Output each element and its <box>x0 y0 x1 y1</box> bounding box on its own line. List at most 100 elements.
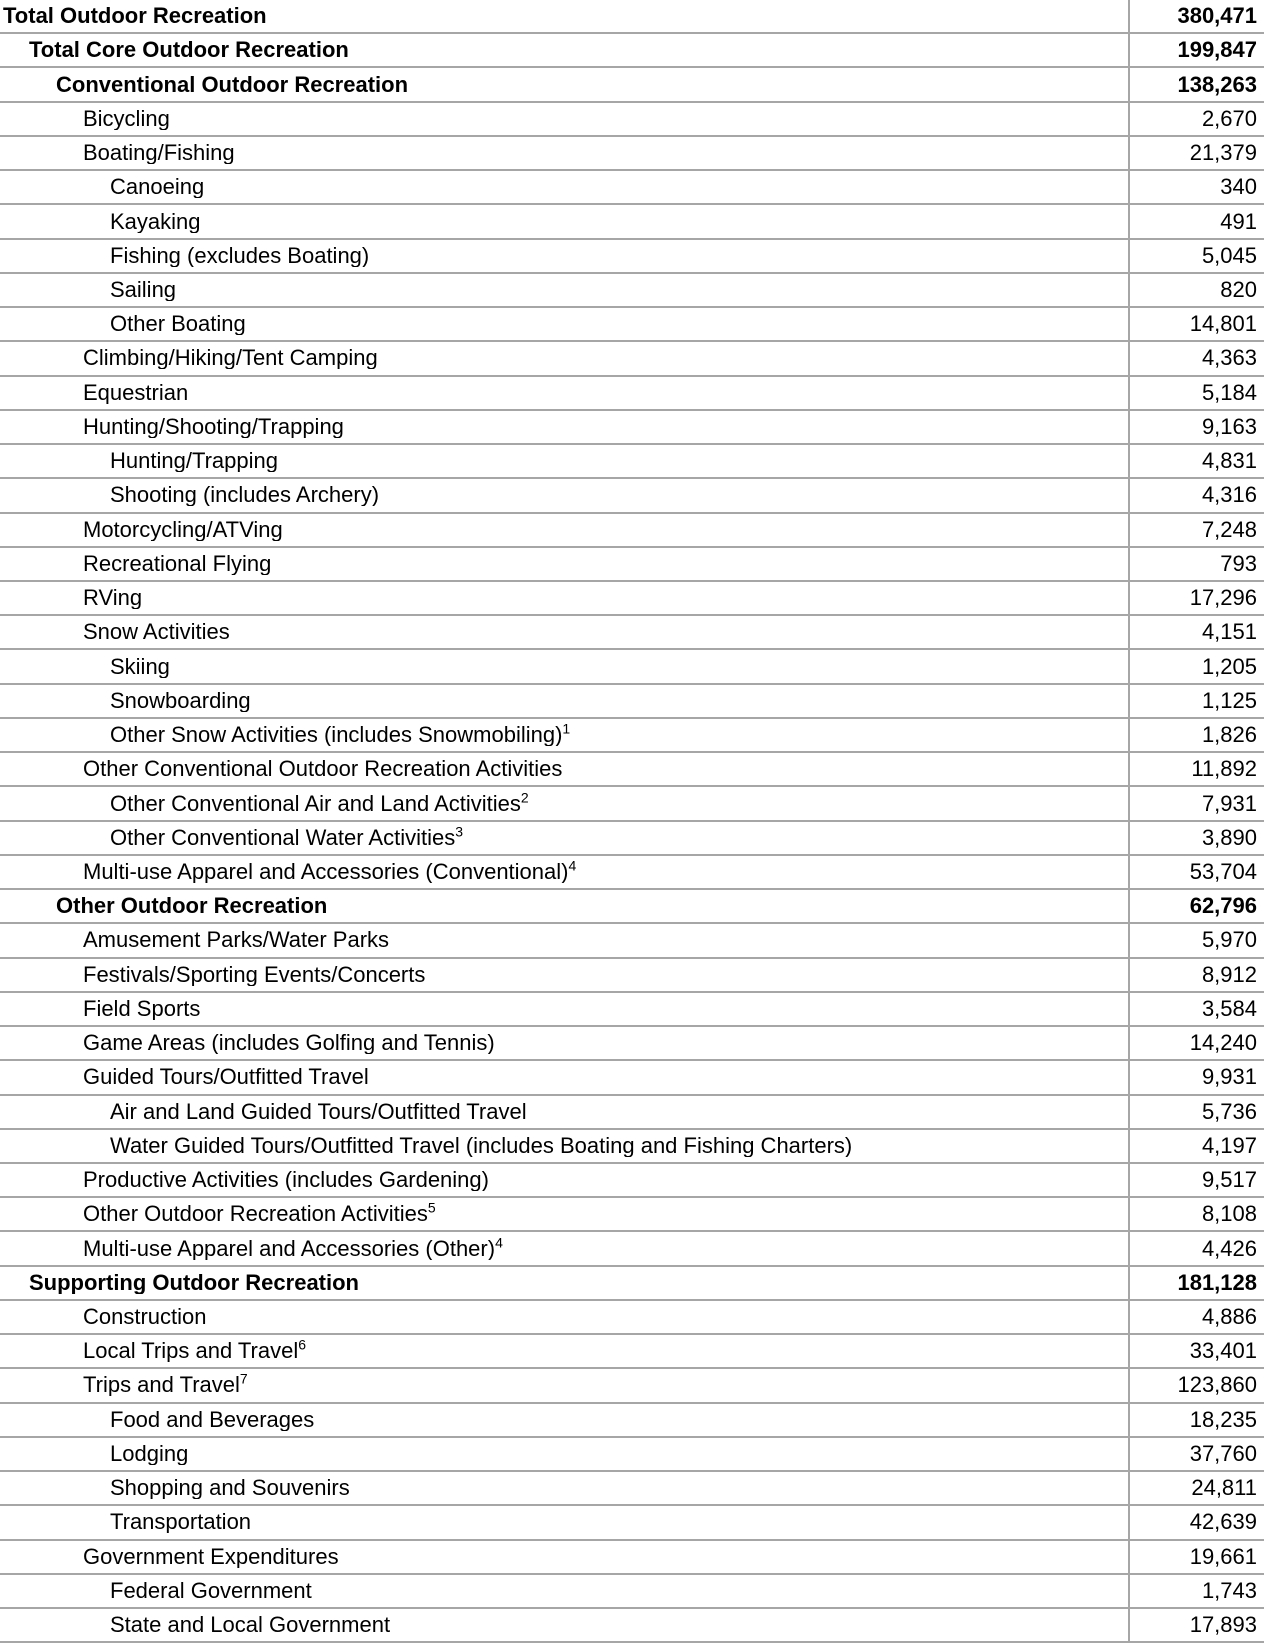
category-label: Government Expenditures <box>83 1545 339 1568</box>
category-value: 1,743 <box>1201 1577 1257 1603</box>
category-value: 3,584 <box>1201 995 1257 1021</box>
table-row: Bicycling 2,670 <box>0 103 1264 137</box>
category-label: Guided Tours/Outfitted Travel <box>83 1066 369 1089</box>
category-value: 4,197 <box>1201 1132 1257 1158</box>
table-row: Recreational Flying 793 <box>0 548 1264 582</box>
category-label: Other Outdoor Recreation Activities5 <box>0 1203 1128 1225</box>
footnote-marker: 6 <box>298 1340 307 1353</box>
category-value: 17,893 <box>1189 1612 1257 1638</box>
category-value: 138,263 <box>1177 71 1257 97</box>
category-label: Productive Activities (includes Gardenin… <box>83 1169 489 1192</box>
table-row: Other Boating 14,801 <box>0 308 1264 343</box>
category-value: 4,316 <box>1201 482 1257 508</box>
category-label: Food and Beverages <box>110 1408 315 1431</box>
category-value: 4,886 <box>1201 1304 1257 1330</box>
footnote-marker: 3 <box>455 826 464 840</box>
table-row: Guided Tours/Outfitted Travel 9,931 <box>0 1061 1264 1096</box>
table-row: Fishing (excludes Boating) 5,045 <box>0 240 1264 274</box>
category-value: 42,639 <box>1189 1509 1257 1535</box>
category-value: 62,796 <box>1189 893 1257 919</box>
category-label: Supporting Outdoor Recreation <box>29 1271 359 1294</box>
category-label: Other Conventional Air and Land Activiti… <box>0 793 1128 815</box>
category-value: 24,811 <box>1191 1475 1257 1501</box>
category-label: Bicycling <box>83 107 170 130</box>
category-label: Amusement Parks/Water Parks <box>83 929 390 952</box>
category-label: Motorcycling/ATVing <box>83 518 283 541</box>
category-label: Other Outdoor Recreation <box>56 895 328 918</box>
category-value: 3,890 <box>1201 824 1257 850</box>
category-value: 4,363 <box>1201 345 1257 371</box>
category-value: 491 <box>1220 208 1257 234</box>
category-label: Water Guided Tours/Outfitted Travel (inc… <box>110 1134 853 1157</box>
category-value: 7,931 <box>1201 790 1257 816</box>
category-value: 340 <box>1220 174 1257 200</box>
footnote-marker: 2 <box>520 792 529 806</box>
category-label: Sailing <box>110 278 177 301</box>
category-value: 18,235 <box>1189 1406 1257 1432</box>
table-row: Snow Activities 4,151 <box>0 616 1264 651</box>
table-row: Skiing 1,205 <box>0 650 1264 685</box>
category-value: 9,163 <box>1201 413 1257 439</box>
category-value: 1,125 <box>1201 687 1257 713</box>
category-value: 33,401 <box>1189 1338 1257 1364</box>
table-row: Multi-use Apparel and Accessories (Other… <box>0 1232 1264 1267</box>
table-row: State and Local Government 17,893 <box>0 1609 1264 1643</box>
table-row: Other Conventional Outdoor Recreation Ac… <box>0 753 1264 788</box>
category-value: 793 <box>1220 550 1257 576</box>
table-row: Sailing 820 <box>0 274 1264 309</box>
category-label: Conventional Outdoor Recreation <box>56 73 409 96</box>
category-label: Snowboarding <box>110 689 251 712</box>
table-row: Federal Government 1,743 <box>0 1575 1264 1610</box>
table-row: Construction 4,886 <box>0 1301 1264 1336</box>
category-label: Total Outdoor Recreation <box>3 5 267 28</box>
category-value: 5,736 <box>1201 1098 1257 1124</box>
category-value: 9,931 <box>1201 1064 1257 1090</box>
table-row: Kayaking 491 <box>0 205 1264 240</box>
category-value: 53,704 <box>1189 858 1257 884</box>
table-row: Productive Activities (includes Gardenin… <box>0 1164 1264 1199</box>
category-label: Other Conventional Outdoor Recreation Ac… <box>83 758 563 781</box>
category-label: Hunting/Shooting/Trapping <box>83 415 344 438</box>
table-row: Hunting/Shooting/Trapping 9,163 <box>0 411 1264 446</box>
category-label: Lodging <box>110 1442 189 1465</box>
category-label: Boating/Fishing <box>83 142 235 165</box>
table-row: Hunting/Trapping 4,831 <box>0 445 1264 480</box>
category-label: Fishing (excludes Boating) <box>110 244 370 267</box>
category-value: 9,517 <box>1201 1167 1257 1193</box>
category-label: Hunting/Trapping <box>110 450 278 473</box>
category-label: Kayaking <box>110 210 201 233</box>
table-row: RVing 17,296 <box>0 582 1264 617</box>
footnote-marker: 4 <box>495 1237 503 1251</box>
table-row: Climbing/Hiking/Tent Camping 4,363 <box>0 342 1264 377</box>
footnote-marker: 5 <box>427 1203 436 1216</box>
category-value: 14,801 <box>1189 311 1257 337</box>
table-row: Game Areas (includes Golfing and Tennis)… <box>0 1027 1264 1062</box>
footnote-marker: 4 <box>568 860 577 874</box>
category-value: 19,661 <box>1189 1543 1257 1569</box>
category-label: Festivals/Sporting Events/Concerts <box>83 963 426 986</box>
footnote-marker: 1 <box>562 724 571 737</box>
category-value: 5,184 <box>1201 379 1257 405</box>
table-row: Trips and Travel7 123,860 <box>0 1369 1264 1404</box>
table-row: Lodging 37,760 <box>0 1438 1264 1473</box>
category-value: 199,847 <box>1177 37 1257 63</box>
column-divider-line <box>1128 0 1130 1643</box>
table-row: Transportation 42,639 <box>0 1506 1264 1541</box>
table-row: Air and Land Guided Tours/Outfitted Trav… <box>0 1096 1264 1130</box>
category-value: 181,128 <box>1177 1269 1257 1295</box>
table-row: Festivals/Sporting Events/Concerts 8,912 <box>0 959 1264 993</box>
category-value: 380,471 <box>1177 3 1257 29</box>
category-value: 14,240 <box>1189 1030 1257 1056</box>
category-label: Other Boating <box>110 313 246 336</box>
category-value: 1,826 <box>1201 722 1257 748</box>
category-value: 123,860 <box>1177 1372 1257 1398</box>
category-label: Snow Activities <box>83 621 230 644</box>
category-label: Other Snow Activities (includes Snowmobi… <box>0 724 1128 746</box>
category-label: Field Sports <box>83 997 201 1020</box>
category-value: 11,892 <box>1191 756 1257 782</box>
table-row: Total Core Outdoor Recreation 199,847 <box>0 34 1264 69</box>
table-row: Local Trips and Travel6 33,401 <box>0 1335 1264 1370</box>
table-row: Other Conventional Water Activities3 3,89… <box>0 822 1264 856</box>
table-row: Government Expenditures 19,661 <box>0 1541 1264 1575</box>
category-label: Shopping and Souvenirs <box>110 1477 350 1500</box>
